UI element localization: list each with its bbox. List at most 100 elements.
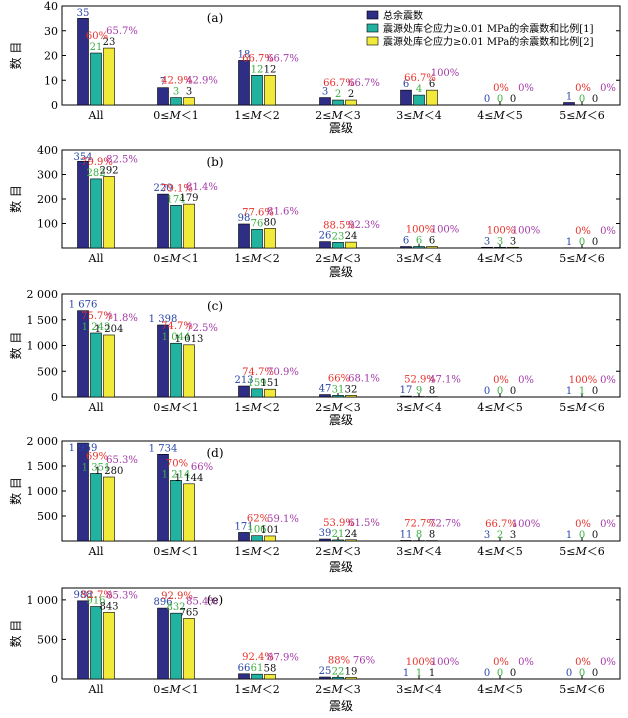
bar-s1-3 — [319, 538, 331, 542]
value-label-s1: 1 — [566, 237, 572, 248]
ratio-label-2: 100% — [431, 225, 460, 236]
bar-s2-4 — [413, 94, 425, 106]
x-tick-label: 4≤M＜5 — [477, 545, 522, 558]
value-label-s2: 916 — [86, 596, 105, 607]
ratio-label-1: 88.5% — [323, 220, 355, 231]
bar-s3-2 — [264, 228, 276, 249]
y-tick-label: 1 500 — [27, 460, 59, 473]
legend-label-2: 震源处库仑应力≥0.01 MPa的余震数和比例[1] — [383, 22, 594, 35]
value-label-s1: 3 — [484, 236, 490, 247]
ratio-label-1: 92.7% — [81, 590, 113, 601]
value-label-s2: 9 — [416, 386, 422, 397]
x-tick-label: 5≤M＜6 — [559, 109, 604, 122]
bar-s2-2 — [251, 75, 263, 106]
ratio-label-1: 0% — [575, 519, 591, 530]
value-label-s3: 3 — [510, 530, 516, 541]
value-label-s1: 11 — [400, 529, 413, 540]
bar-s2-0 — [90, 473, 102, 542]
x-tick-label: 0≤M＜1 — [153, 545, 198, 558]
value-label-s2: 1 214 — [162, 469, 191, 480]
x-tick-label: 3≤M＜4 — [396, 545, 441, 558]
ratio-label-2: 76% — [353, 655, 375, 666]
value-label-s3: 1 204 — [95, 324, 124, 335]
bar-s3-0 — [103, 176, 115, 249]
x-tick-label: 0≤M＜1 — [153, 683, 198, 696]
y-tick-label: 1 000 — [27, 340, 59, 353]
y-tick-label: 10 — [44, 74, 58, 87]
value-label-s2: 2 — [497, 530, 503, 541]
value-label-s3: 32 — [345, 384, 358, 395]
value-label-s2: 3 — [173, 87, 179, 98]
x-tick-label: 4≤M＜5 — [477, 109, 522, 122]
y-tick-label: 200 — [37, 193, 58, 206]
ratio-label-1: 53.9% — [323, 518, 355, 529]
ratio-label-2: 66% — [191, 462, 213, 473]
value-label-s3: 843 — [99, 601, 118, 612]
ratio-label-1: 100% — [487, 225, 516, 236]
ratio-label-2: 72.5% — [186, 323, 218, 334]
ratio-label-1: 66.7% — [323, 78, 355, 89]
value-label-s1: 17 — [400, 385, 413, 396]
bar-s3-0 — [103, 334, 115, 398]
x-tick-label: 1≤M＜2 — [234, 683, 279, 696]
value-label-s1: 1 — [566, 92, 572, 103]
x-tick-label: 1≤M＜2 — [234, 109, 279, 122]
value-label-s2: 0 — [579, 94, 585, 105]
value-label-s3: 8 — [429, 386, 435, 397]
bar-s3-1 — [183, 618, 195, 680]
ratio-label-2: 66.7% — [348, 78, 380, 89]
value-label-s3: 6 — [429, 236, 435, 247]
value-label-s3: 12 — [264, 64, 277, 75]
value-label-s1: 0 — [566, 668, 572, 679]
value-label-s3: 0 — [592, 237, 598, 248]
bar-s2-2 — [251, 229, 263, 249]
ratio-label-2: 0% — [518, 83, 534, 94]
value-label-s1: 1 676 — [69, 300, 98, 311]
bar-s1-4 — [400, 246, 412, 249]
value-label-s3: 765 — [179, 607, 198, 618]
y-tick-label: 40 — [44, 0, 58, 13]
ratio-label-2: 71.8% — [106, 313, 138, 324]
value-label-s2: 0 — [579, 668, 585, 679]
bar-s1-2 — [238, 60, 250, 106]
value-label-s1: 354 — [73, 152, 92, 163]
value-label-s1: 988 — [73, 590, 92, 601]
value-label-s2: 0 — [497, 386, 503, 397]
bar-s1-6 — [563, 102, 575, 106]
value-label-s3: 1 144 — [175, 473, 204, 484]
value-label-s1: 3 — [322, 87, 328, 98]
x-tick-label: 0≤M＜1 — [153, 401, 198, 414]
value-label-s3: 0 — [510, 386, 516, 397]
ratio-label-2: 87.9% — [267, 652, 299, 663]
ratio-label-1: 100% — [406, 657, 435, 668]
value-label-s1: 220 — [153, 183, 172, 194]
y-tick-label: 2 000 — [27, 288, 59, 301]
bar-s2-1 — [170, 205, 182, 249]
bar-s3-3 — [345, 241, 357, 249]
ratio-label-1: 66.7% — [404, 73, 436, 84]
ratio-label-2: 82.5% — [106, 154, 138, 165]
value-label-s3: 3 — [186, 87, 192, 98]
value-label-s3: 8 — [429, 530, 435, 541]
bar-s1-1 — [157, 453, 169, 542]
value-label-s2: 21 — [90, 42, 103, 53]
value-label-s3: 80 — [264, 217, 277, 228]
bar-s3-0 — [103, 611, 115, 680]
ratio-label-2: 0% — [518, 375, 534, 386]
value-label-s2: 0 — [497, 94, 503, 105]
ratio-label-2: 100% — [431, 657, 460, 668]
ratio-label-2: 68.1% — [348, 373, 380, 384]
value-label-s3: 0 — [592, 94, 598, 105]
bar-s1-1 — [157, 607, 169, 680]
ratio-label-1: 77.6% — [242, 207, 274, 218]
x-tick-label: 5≤M＜6 — [559, 401, 604, 414]
bar-s1-3 — [319, 394, 331, 398]
bar-s2-5 — [494, 246, 506, 249]
bar-s3-5 — [507, 246, 519, 249]
bar-s1-1 — [157, 87, 169, 106]
value-label-s2: 1 044 — [162, 332, 191, 343]
ratio-label-2: 0% — [600, 657, 616, 668]
value-label-s1: 1 734 — [149, 443, 178, 454]
